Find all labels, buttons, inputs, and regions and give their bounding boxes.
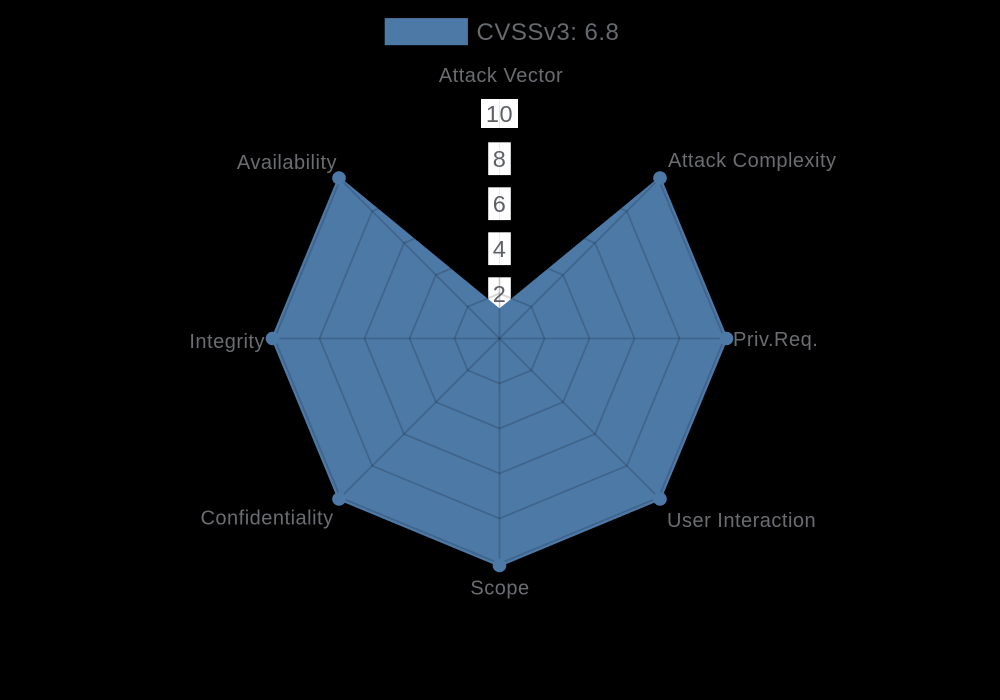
svg-text:Priv.Req.: Priv.Req.: [733, 329, 818, 351]
svg-text:Attack Vector: Attack Vector: [439, 65, 563, 87]
svg-text:Integrity: Integrity: [189, 331, 265, 353]
svg-text:Confidentiality: Confidentiality: [200, 507, 333, 529]
svg-text:CVSSv3: 6.8: CVSSv3: 6.8: [477, 19, 620, 46]
svg-text:User Interaction: User Interaction: [667, 510, 816, 532]
svg-text:Attack Complexity: Attack Complexity: [668, 150, 837, 172]
svg-text:8: 8: [493, 146, 507, 172]
svg-text:10: 10: [486, 101, 513, 127]
svg-text:4: 4: [493, 236, 507, 262]
svg-text:6: 6: [493, 191, 507, 217]
svg-text:2: 2: [493, 281, 507, 307]
svg-text:Availability: Availability: [237, 152, 337, 174]
svg-text:Scope: Scope: [470, 578, 529, 600]
